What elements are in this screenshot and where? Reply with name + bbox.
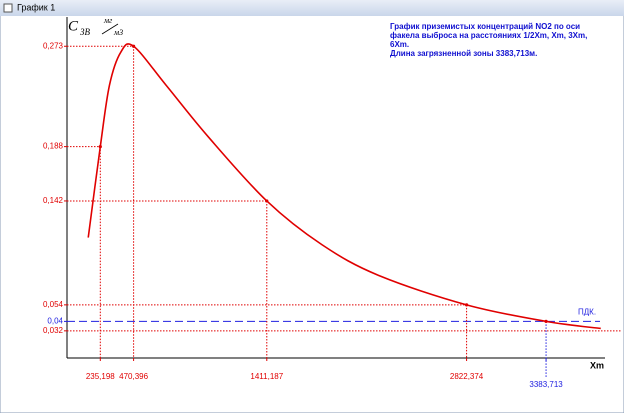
x-tick-label: 235,198	[86, 372, 115, 381]
x-tick-label: 1411,187	[250, 372, 283, 381]
y-tick-label: 0,188	[43, 142, 64, 151]
title-bar	[0, 0, 624, 16]
annotation: График приземистых концентраций NO2 по о…	[390, 22, 580, 31]
y-unit-den: м3	[113, 28, 123, 37]
y-tick-label: 0,032	[43, 326, 64, 335]
y-label: C	[68, 18, 79, 34]
point	[544, 319, 548, 323]
y-tick-label: 0,04	[47, 317, 63, 326]
y-label-sub: ЗВ	[80, 27, 90, 37]
point	[265, 199, 269, 203]
y-tick-label: 0,054	[43, 300, 64, 309]
annotation: 6Xm.	[390, 40, 409, 49]
unit-slash	[101, 23, 119, 35]
annotation: факела выброса на расстояниях 1/2Xm, Xm,…	[390, 31, 587, 40]
point	[98, 145, 102, 149]
y-unit-num: мг	[103, 16, 112, 25]
y-tick-label: 0,273	[43, 41, 64, 50]
x-tick-label: 470,396	[119, 372, 148, 381]
window-icon	[3, 3, 13, 13]
point	[131, 44, 136, 48]
point	[464, 303, 469, 307]
pdk-label: ПДК.	[578, 308, 596, 317]
window-title: График 1	[17, 2, 55, 12]
x-tick-label: 3383,713	[529, 380, 563, 389]
y-tick-label: 0,142	[43, 196, 64, 205]
x-tick-label: 2822,374	[450, 372, 484, 381]
x-label: Xm	[590, 360, 604, 370]
annotation: Длина загрязненной зоны 3383,713м.	[390, 49, 537, 58]
